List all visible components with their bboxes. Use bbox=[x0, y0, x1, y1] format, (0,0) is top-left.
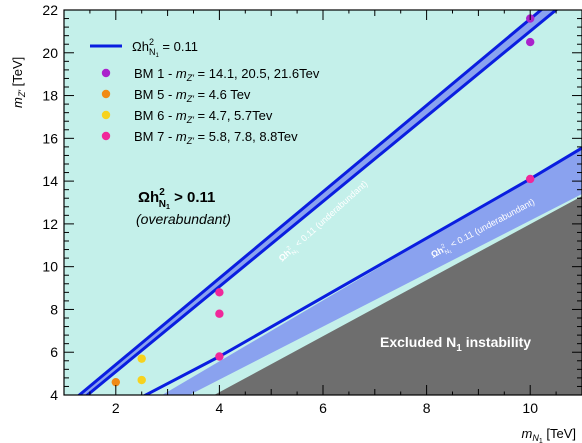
legend-marker-bm7 bbox=[102, 132, 110, 140]
y-tick-label: 16 bbox=[42, 130, 58, 146]
legend-marker-bm1 bbox=[102, 69, 110, 77]
x-tick-label: 4 bbox=[216, 400, 224, 416]
legend-label-bm7: BM 7 - mZ′ = 5.8, 7.8, 8.8Tev bbox=[134, 129, 298, 146]
overabundant-note: (overabundant) bbox=[136, 211, 231, 227]
y-tick-label: 6 bbox=[50, 344, 58, 360]
y-tick-label: 12 bbox=[42, 216, 58, 232]
x-tick-label: 8 bbox=[423, 400, 431, 416]
point-bm6 bbox=[138, 376, 146, 384]
point-bm7 bbox=[215, 310, 223, 318]
legend-marker-bm6 bbox=[102, 111, 110, 119]
y-tick-label: 22 bbox=[42, 2, 58, 18]
x-tick-label: 6 bbox=[319, 400, 327, 416]
legend-label-bm6: BM 6 - mZ′ = 4.7, 5.7Tev bbox=[134, 108, 273, 125]
legend-marker-bm5 bbox=[102, 90, 110, 98]
y-tick-label: 10 bbox=[42, 259, 58, 275]
point-bm7 bbox=[215, 352, 223, 360]
y-tick-label: 20 bbox=[42, 45, 58, 61]
x-tick-label: 2 bbox=[112, 400, 120, 416]
legend-label-bm1: BM 1 - mZ′ = 14.1, 20.5, 21.6Tev bbox=[134, 66, 320, 83]
point-bm6 bbox=[138, 354, 146, 362]
y-tick-label: 4 bbox=[50, 387, 58, 403]
y-tick-label: 14 bbox=[42, 173, 58, 189]
point-bm7 bbox=[215, 288, 223, 296]
y-tick-label: 8 bbox=[50, 301, 58, 317]
y-tick-label: 18 bbox=[42, 88, 58, 104]
x-tick-label: 10 bbox=[522, 400, 538, 416]
x-axis-label: mN1 [TeV] bbox=[522, 426, 577, 443]
y-axis-label: mZ′ [TeV] bbox=[10, 57, 27, 108]
point-bm7 bbox=[526, 175, 534, 183]
point-bm1 bbox=[526, 38, 534, 46]
